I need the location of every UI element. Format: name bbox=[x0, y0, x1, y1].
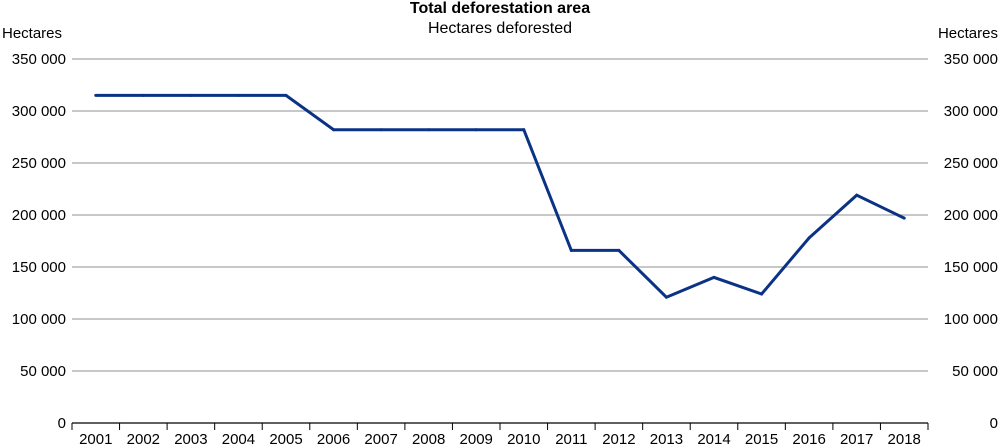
data-point bbox=[427, 128, 431, 132]
y-tick-label-left: 350 000 bbox=[12, 51, 66, 68]
x-tick-label: 2009 bbox=[460, 431, 493, 446]
x-tick-label: 2005 bbox=[269, 431, 302, 446]
data-point bbox=[141, 93, 145, 97]
x-tick-label: 2008 bbox=[412, 431, 445, 446]
chart-subtitle: Hectares deforested bbox=[427, 20, 573, 37]
series-line bbox=[95, 93, 905, 299]
x-tick-label: 2010 bbox=[507, 431, 540, 446]
y-tick-label-left: 50 000 bbox=[20, 363, 66, 380]
x-tick-label: 2002 bbox=[127, 431, 160, 446]
y-tick-label-left: 200 000 bbox=[12, 207, 66, 224]
x-tick-label: 2003 bbox=[174, 431, 207, 446]
x-tick-label: 2015 bbox=[745, 431, 778, 446]
x-tick-label: 2004 bbox=[222, 431, 255, 446]
x-tick-label: 2018 bbox=[888, 431, 921, 446]
data-point bbox=[902, 216, 906, 220]
x-tick-label: 2006 bbox=[317, 431, 350, 446]
data-point bbox=[664, 295, 668, 299]
y-tick-label-right: 50 000 bbox=[952, 363, 998, 380]
y-axis-label-left: Hectares bbox=[2, 25, 62, 42]
data-point bbox=[236, 93, 240, 97]
data-point bbox=[760, 292, 764, 296]
data-point bbox=[807, 236, 811, 240]
y-tick-label-right: 0 bbox=[990, 415, 998, 432]
y-tick-label-right: 200 000 bbox=[944, 207, 998, 224]
data-point bbox=[284, 93, 288, 97]
y-tick-label-left: 0 bbox=[58, 415, 66, 432]
y-tick-label-right: 300 000 bbox=[944, 103, 998, 120]
y-tick-label-left: 150 000 bbox=[12, 259, 66, 276]
y-tick-label-right: 350 000 bbox=[944, 51, 998, 68]
y-tick-label-right: 150 000 bbox=[944, 259, 998, 276]
series-layer bbox=[94, 93, 906, 299]
y-tick-label-left: 300 000 bbox=[12, 103, 66, 120]
data-point bbox=[522, 128, 526, 132]
axes bbox=[71, 422, 929, 430]
x-tick-label: 2007 bbox=[364, 431, 397, 446]
x-tick-label: 2017 bbox=[840, 431, 873, 446]
x-tick-label: 2001 bbox=[79, 431, 112, 446]
x-tick-label: 2012 bbox=[602, 431, 635, 446]
data-point bbox=[94, 93, 98, 97]
data-point bbox=[189, 93, 193, 97]
y-axis-label-right: Hectares bbox=[938, 25, 998, 42]
data-point bbox=[332, 128, 336, 132]
y-tick-label-right: 100 000 bbox=[944, 311, 998, 328]
y-tick-label-right: 250 000 bbox=[944, 155, 998, 172]
tick-labels: 0 0 50 000 50 000 100 000 100 000 150 000 150 0… bbox=[12, 51, 998, 446]
gridlines bbox=[72, 58, 928, 372]
chart-title: Total deforestation area bbox=[409, 0, 591, 17]
x-tick-label: 2016 bbox=[792, 431, 825, 446]
x-tick-label: 2013 bbox=[650, 431, 683, 446]
x-tick-label: 2011 bbox=[555, 431, 587, 446]
data-point bbox=[474, 128, 478, 132]
y-tick-label-left: 100 000 bbox=[12, 311, 66, 328]
data-point bbox=[379, 128, 383, 132]
data-point bbox=[712, 275, 716, 279]
data-point bbox=[617, 248, 621, 252]
y-tick-label-left: 250 000 bbox=[12, 155, 66, 172]
x-tick-label: 2014 bbox=[697, 431, 730, 446]
data-point bbox=[569, 248, 573, 252]
data-point bbox=[855, 193, 859, 197]
